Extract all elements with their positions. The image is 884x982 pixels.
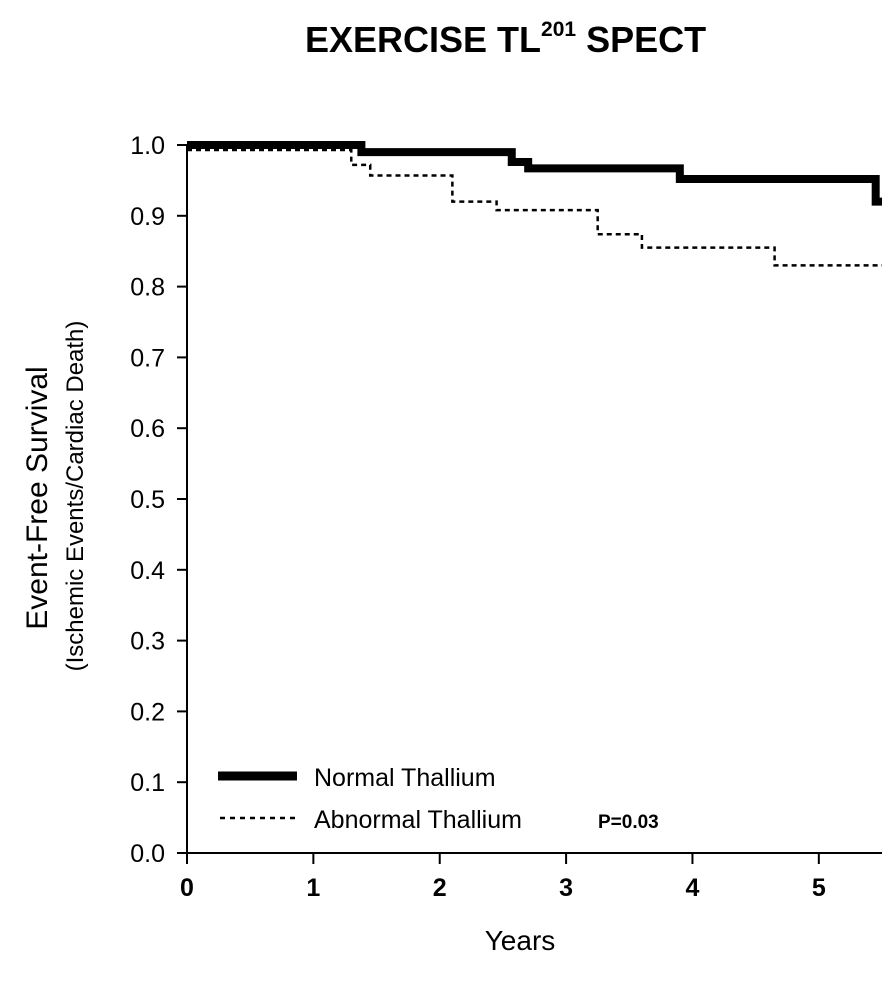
x-tick-label: 5	[812, 874, 826, 902]
y-tick-label: 0.1	[130, 769, 165, 797]
y-tick-label: 0.8	[130, 274, 165, 302]
y-tick-label: 0.4	[130, 557, 165, 585]
x-axis-label: Years	[485, 925, 556, 956]
p-value-annotation: P=0.03	[598, 812, 659, 833]
x-tick-label: 3	[559, 874, 573, 902]
chart-title-tail: SPECT	[576, 19, 706, 60]
y-tick-label: 0.7	[130, 344, 165, 372]
chart-title: EXERCISE TL201 SPECT	[305, 18, 706, 60]
y-axis-sublabel: (Ischemic Events/Cardiac Death)	[62, 321, 89, 672]
chart-title-superscript: 201	[541, 18, 576, 41]
y-axis-label: Event-Free Survival	[21, 366, 54, 629]
x-tick-label: 2	[433, 874, 447, 902]
y-tick-label: 1.0	[130, 132, 165, 160]
x-tick-label: 4	[686, 874, 700, 902]
x-tick-label: 1	[306, 874, 320, 902]
x-tick-label: 0	[180, 874, 194, 902]
y-tick-label: 0.6	[130, 415, 165, 443]
y-tick-label: 0.3	[130, 628, 165, 656]
y-tick-label: 0.0	[130, 840, 165, 868]
y-tick-label: 0.9	[130, 203, 165, 231]
legend-label-normal: Normal Thallium	[314, 764, 496, 792]
chart-title-main: EXERCISE TL	[305, 19, 541, 60]
y-tick-label: 0.2	[130, 698, 165, 726]
legend: Normal Thallium Abnormal Thallium P=0.03	[218, 764, 659, 834]
y-tick-label: 0.5	[130, 486, 165, 514]
series-normal-thallium	[187, 141, 882, 206]
legend-label-abnormal: Abnormal Thallium	[314, 806, 522, 834]
series-group	[187, 141, 882, 267]
axes: 0.0 0.1 0.2 0.3 0.4 0.5 0.6 0.7 0.8 0.9 1.0 0 1 2 3 4 5	[130, 132, 882, 902]
